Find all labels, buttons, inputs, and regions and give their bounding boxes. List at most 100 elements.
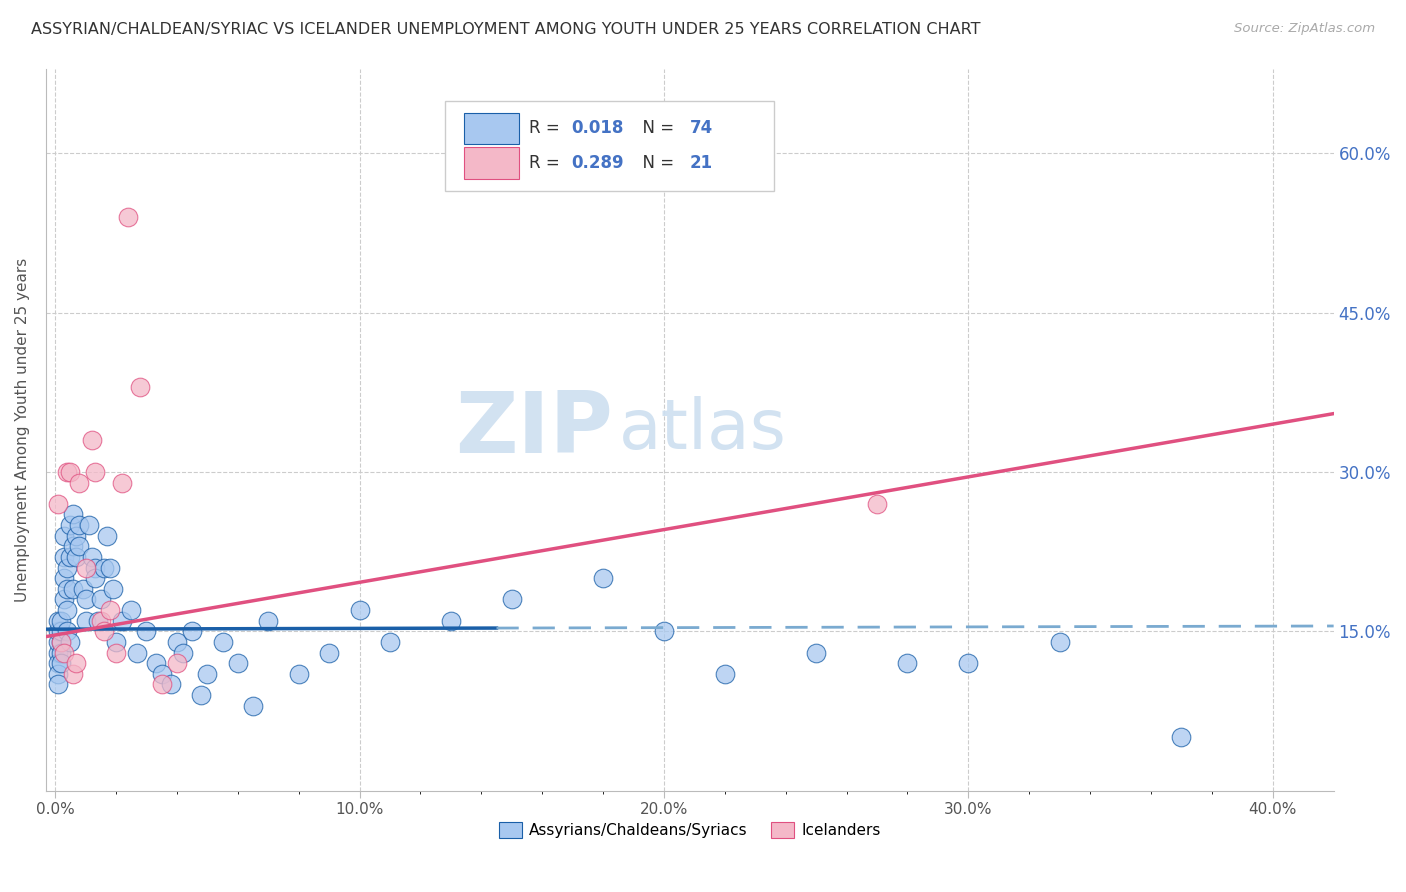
Point [80, 433, 103, 447]
Point [51, 656, 73, 670]
Point [318, 646, 340, 660]
Point [190, 688, 212, 702]
Point [69, 475, 91, 490]
Point [101, 582, 124, 596]
Point [59, 518, 82, 533]
Point [226, 656, 249, 670]
Point [111, 614, 134, 628]
Text: 0.018: 0.018 [571, 120, 624, 137]
Legend: Assyrians/Chaldeans/Syriacs, Icelanders: Assyrians/Chaldeans/Syriacs, Icelanders [492, 816, 887, 845]
Point [62, 508, 84, 522]
Point [96, 529, 118, 543]
FancyBboxPatch shape [446, 101, 773, 191]
Point [98, 603, 121, 617]
Point [51, 624, 73, 639]
Point [127, 646, 149, 660]
Point [98, 560, 121, 574]
Point [166, 656, 188, 670]
Point [56, 465, 79, 479]
Text: R =: R = [529, 120, 565, 137]
Point [150, 666, 173, 681]
Point [83, 571, 105, 585]
Point [59, 635, 82, 649]
Point [166, 635, 188, 649]
Point [145, 656, 167, 670]
Point [896, 656, 918, 670]
Point [866, 497, 889, 511]
Point [440, 614, 463, 628]
Text: atlas: atlas [619, 396, 787, 463]
Point [287, 666, 309, 681]
Point [46, 635, 69, 649]
Point [69, 518, 91, 533]
Point [56, 603, 79, 617]
Point [242, 698, 264, 713]
Point [65, 549, 87, 564]
Point [65, 656, 87, 670]
Point [90, 614, 112, 628]
Point [51, 635, 73, 649]
Point [1170, 731, 1192, 745]
Point [56, 560, 79, 574]
Point [93, 624, 115, 639]
Point [46, 656, 69, 670]
Point [83, 465, 105, 479]
Point [75, 592, 97, 607]
Point [62, 582, 84, 596]
Point [181, 624, 204, 639]
Point [53, 529, 76, 543]
Point [592, 571, 614, 585]
Point [51, 635, 73, 649]
Y-axis label: Unemployment Among Youth under 25 years: Unemployment Among Youth under 25 years [15, 258, 30, 602]
Text: 74: 74 [690, 120, 713, 137]
Point [714, 666, 737, 681]
Text: 21: 21 [690, 154, 713, 172]
Point [75, 560, 97, 574]
Point [111, 475, 134, 490]
Text: ASSYRIAN/CHALDEAN/SYRIAC VS ICELANDER UNEMPLOYMENT AMONG YOUTH UNDER 25 YEARS CO: ASSYRIAN/CHALDEAN/SYRIAC VS ICELANDER UN… [31, 22, 980, 37]
Point [804, 646, 827, 660]
Point [87, 614, 110, 628]
FancyBboxPatch shape [464, 112, 519, 145]
Point [46, 614, 69, 628]
Point [652, 624, 675, 639]
Point [135, 624, 157, 639]
Point [53, 592, 76, 607]
Point [51, 646, 73, 660]
Point [117, 210, 139, 224]
Point [104, 646, 127, 660]
Point [46, 646, 69, 660]
Point [69, 540, 91, 554]
Point [77, 518, 100, 533]
Point [129, 380, 152, 394]
Text: N =: N = [631, 120, 679, 137]
Point [65, 529, 87, 543]
Point [51, 614, 73, 628]
Point [150, 677, 173, 691]
Text: ZIP: ZIP [454, 388, 613, 471]
Point [59, 465, 82, 479]
Point [159, 677, 181, 691]
FancyBboxPatch shape [464, 147, 519, 179]
Point [90, 592, 112, 607]
Point [957, 656, 980, 670]
Point [72, 582, 94, 596]
Point [59, 549, 82, 564]
Point [62, 540, 84, 554]
Point [1049, 635, 1071, 649]
Point [53, 571, 76, 585]
Point [93, 560, 115, 574]
Point [46, 677, 69, 691]
Text: R =: R = [529, 154, 565, 172]
Point [172, 646, 194, 660]
Point [80, 549, 103, 564]
Point [378, 635, 401, 649]
Point [53, 549, 76, 564]
Point [83, 560, 105, 574]
Point [349, 603, 371, 617]
Point [56, 624, 79, 639]
Point [104, 635, 127, 649]
Point [53, 646, 76, 660]
Text: Source: ZipAtlas.com: Source: ZipAtlas.com [1234, 22, 1375, 36]
Point [75, 614, 97, 628]
